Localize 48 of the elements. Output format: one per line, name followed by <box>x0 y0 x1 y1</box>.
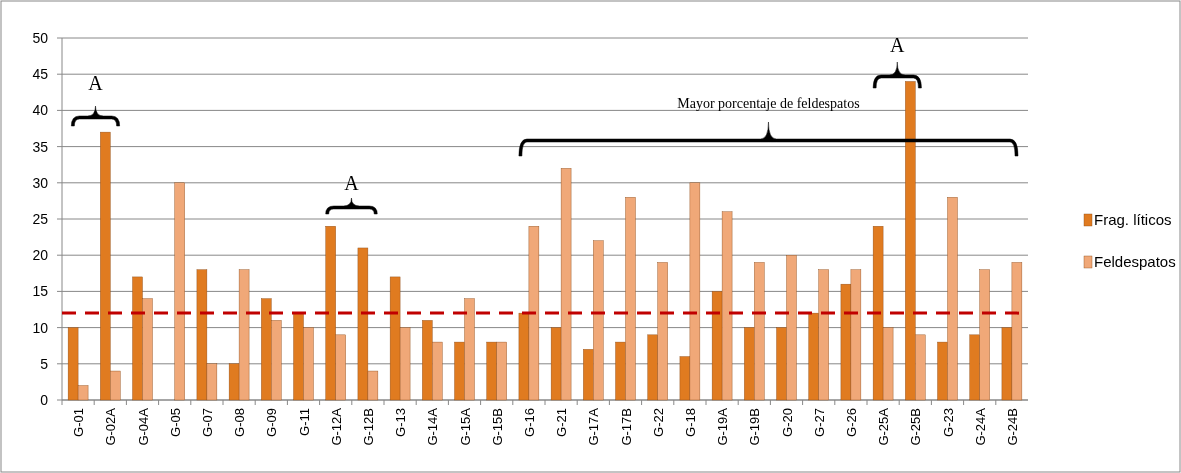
x-tick-label: G-13 <box>393 408 409 437</box>
annotation: A <box>344 172 360 194</box>
annotation: A <box>88 72 104 94</box>
y-tick-label: 10 <box>32 319 49 336</box>
y-tick-label: 40 <box>32 102 49 119</box>
bar <box>174 182 185 401</box>
x-tick-label: G-26 <box>843 408 859 437</box>
y-tick-label: 5 <box>40 355 49 372</box>
y-tick-label: 0 <box>40 391 49 408</box>
x-tick-label: G-12B <box>360 408 376 446</box>
x-tick-label: G-05 <box>167 408 183 437</box>
x-tick-label: G-20 <box>779 408 795 437</box>
y-tick-label: 35 <box>32 138 49 155</box>
x-tick-label: G-24B <box>1004 408 1020 446</box>
y-tick-label: 20 <box>32 247 49 264</box>
x-tick-label: G-02A <box>103 407 119 446</box>
annotation: Mayor porcentaje de feldespatos <box>677 96 860 111</box>
x-tick-label: G-23 <box>940 408 956 437</box>
x-tick-label: G-17B <box>618 408 634 446</box>
y-tick-label: 25 <box>32 210 49 227</box>
y-tick-label: 15 <box>32 283 49 300</box>
x-tick-label: G-07 <box>199 408 215 437</box>
x-tick-label: G-27 <box>811 408 827 437</box>
y-tick-label: 50 <box>32 29 49 46</box>
x-tick-label: G-15B <box>489 408 505 446</box>
x-tick-label: G-22 <box>650 408 666 437</box>
legend-label: Feldespatos <box>1094 253 1176 270</box>
x-tick-label: G-04A <box>135 407 151 446</box>
x-tick-label: G-25B <box>908 408 924 446</box>
x-tick-label: G-15A <box>457 407 473 446</box>
x-tick-label: G-19A <box>715 407 731 446</box>
x-tick-label: G-11 <box>296 408 312 436</box>
x-tick-label: G-18 <box>682 408 698 437</box>
x-tick-label: G-08 <box>232 408 248 437</box>
y-tick-label: 45 <box>32 66 49 83</box>
x-tick-label: G-24A <box>972 407 988 446</box>
x-tick-label: G-14A <box>425 407 441 446</box>
x-tick-label: G-12A <box>328 407 344 446</box>
y-tick-label: 30 <box>32 174 49 191</box>
x-tick-label: G-09 <box>264 408 280 437</box>
x-tick-label: G-17A <box>586 407 602 446</box>
x-tick-label: G-19B <box>747 408 763 446</box>
annotation: A <box>890 34 906 56</box>
x-tick-label: G-25A <box>876 407 892 446</box>
x-tick-label: G-21 <box>554 408 570 437</box>
x-tick-label: G-16 <box>521 408 537 437</box>
legend-label: Frag. líticos <box>1094 211 1172 228</box>
x-tick-label: G-01 <box>71 408 87 437</box>
